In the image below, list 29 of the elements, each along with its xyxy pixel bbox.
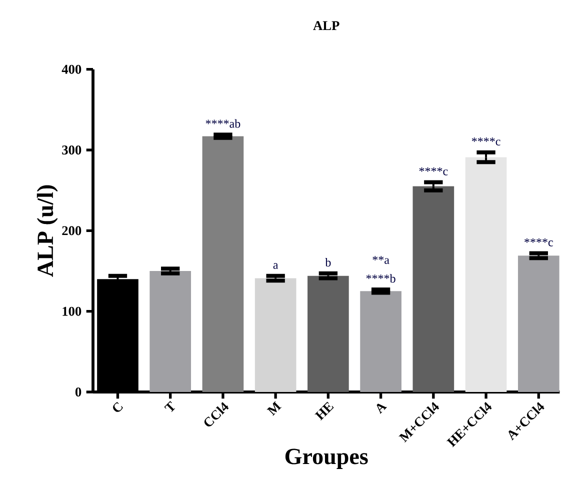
- annotation: ****b: [366, 274, 396, 283]
- annotation: ****c: [419, 167, 448, 176]
- bar: [308, 276, 349, 392]
- bar: [412, 186, 454, 392]
- bar: [202, 136, 244, 392]
- y-tick-label: 400: [62, 64, 82, 74]
- annotation: **a: [372, 256, 390, 264]
- y-tick-label: 200: [62, 226, 82, 236]
- y-tick-label: 300: [62, 145, 82, 154]
- annotation: ****ab: [206, 119, 240, 128]
- bar: [150, 271, 192, 392]
- y-axis-title: ALP (u/l): [36, 185, 58, 277]
- annotation: a: [273, 263, 278, 269]
- x-tick-label: M: [266, 401, 282, 416]
- bar: [518, 256, 560, 392]
- chart-title: ALP: [313, 21, 340, 30]
- x-tick-label: A: [376, 404, 387, 414]
- annotation: ****c: [472, 138, 500, 146]
- annotation: b: [325, 258, 331, 266]
- y-tick-label: 0: [75, 388, 82, 396]
- x-axis-title: Groupes: [285, 448, 368, 469]
- x-tick-label: HE: [314, 402, 334, 421]
- y-tick-label: 100: [62, 306, 82, 316]
- bar: [360, 291, 402, 392]
- bar: [465, 157, 507, 392]
- bar: [254, 278, 296, 392]
- annotation: ****c: [524, 238, 553, 246]
- x-tick-label: T: [164, 401, 176, 412]
- x-tick-label: C: [113, 402, 123, 412]
